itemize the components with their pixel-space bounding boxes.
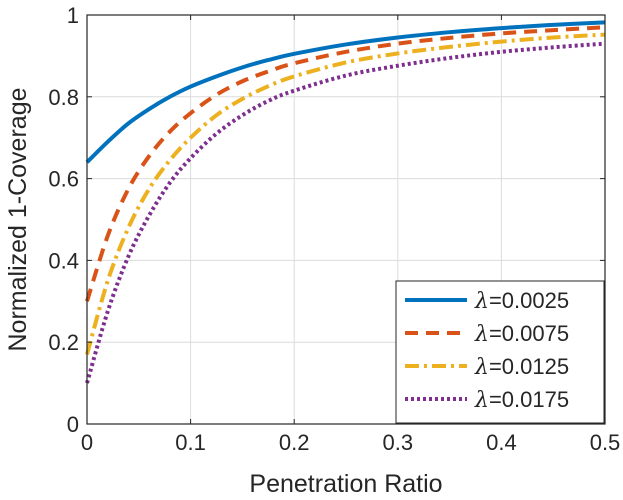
- legend-label-2: λ=0.0075: [474, 321, 569, 347]
- y-tick-label: 0.8: [48, 85, 79, 110]
- x-tick-label: 0.1: [175, 430, 206, 455]
- x-tick-label: 0.5: [590, 430, 621, 455]
- series-line-1: [85, 20, 606, 164]
- legend-label-1: λ=0.0025: [474, 288, 569, 314]
- legend-label-4: λ=0.0175: [474, 387, 569, 413]
- y-tick-label: 0.4: [48, 248, 79, 273]
- x-tick-label: 0.2: [279, 430, 310, 455]
- axis-ticks: 0 0.1 0.2 0.3 0.4 0.5 0 0.2 0.4 0.6 0.8 1: [48, 3, 620, 455]
- legend: λ=0.0025 λ=0.0075 λ=0.0125 λ=0.0175: [395, 280, 605, 424]
- x-tick-label: 0.4: [486, 430, 517, 455]
- y-axis-label: Normalized 1-Coverage: [4, 87, 32, 351]
- y-tick-label: 0.2: [48, 330, 79, 355]
- series-line-3: [85, 32, 606, 356]
- x-axis-label: Penetration Ratio: [249, 470, 442, 498]
- x-tick-label: 0.3: [383, 430, 414, 455]
- y-tick-label: 0: [67, 412, 79, 437]
- y-tick-label: 0.6: [48, 167, 79, 192]
- y-tick-label: 1: [67, 3, 79, 28]
- series-line-4: [85, 41, 606, 384]
- series-lines: [85, 20, 606, 384]
- x-tick-label: 0: [81, 430, 93, 455]
- series-line-2: [85, 25, 606, 302]
- axes-box: [86, 14, 606, 425]
- legend-label-3: λ=0.0125: [474, 354, 569, 380]
